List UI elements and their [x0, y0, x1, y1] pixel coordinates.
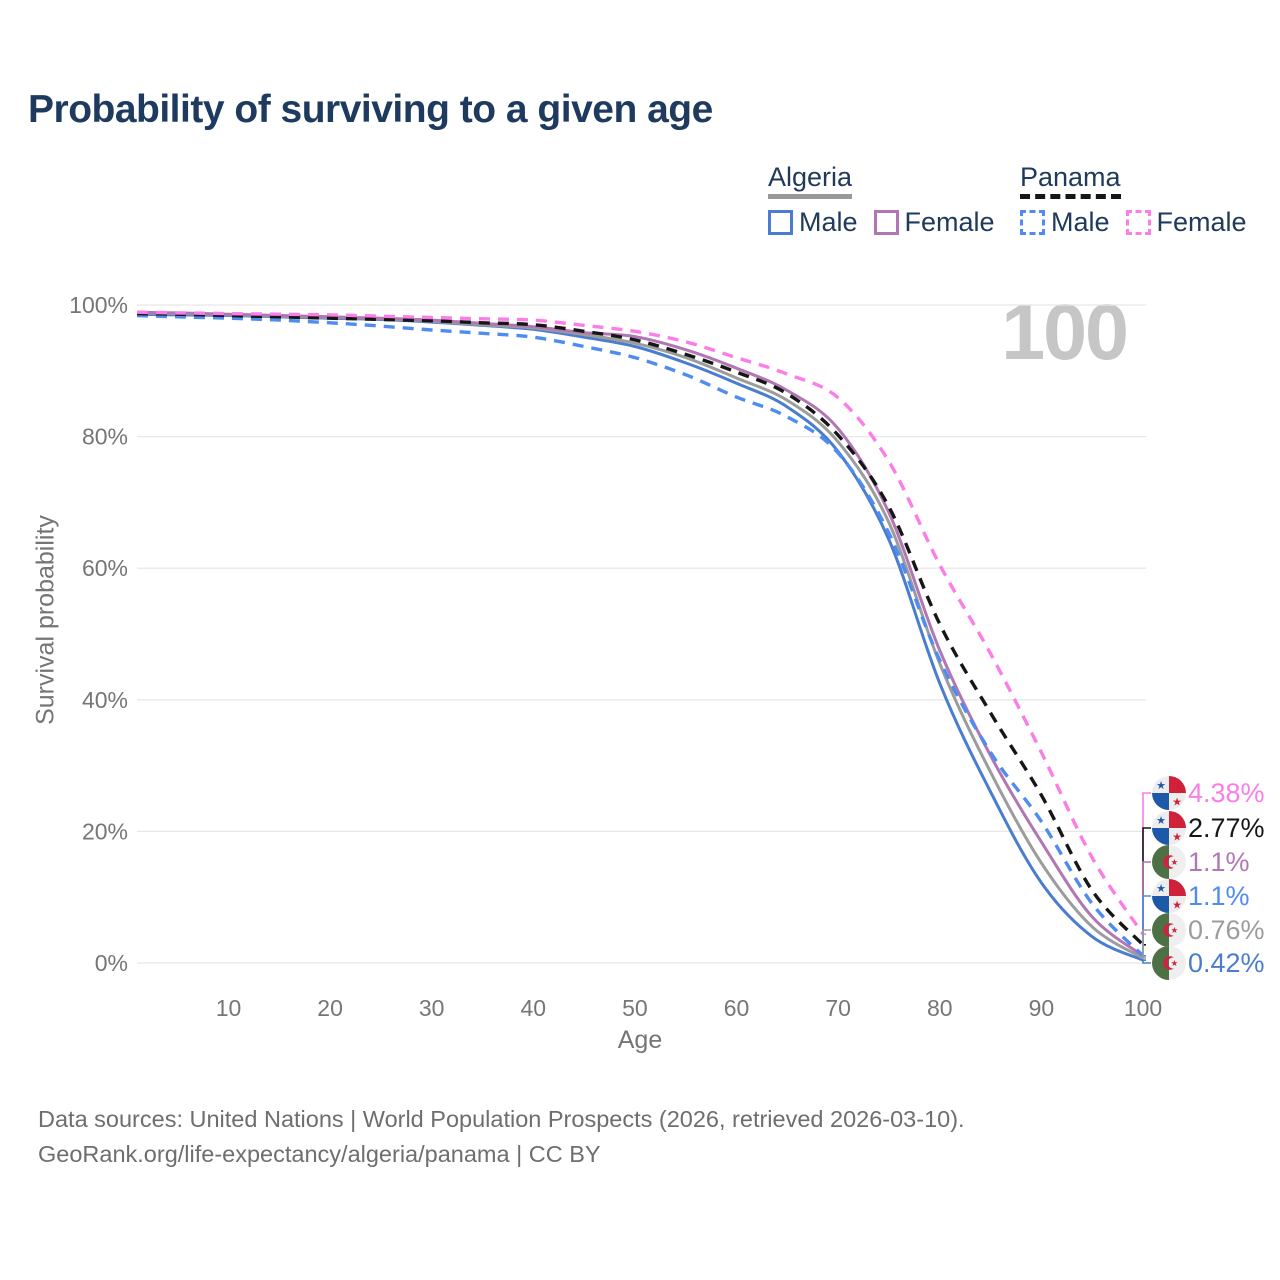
x-tick-label: 90 [1029, 995, 1055, 1021]
curve-panama [136, 311, 1145, 946]
end-label-panama-male: 1.1% [1188, 881, 1250, 911]
algeria-flag-icon [1152, 913, 1186, 947]
curve-algeria-male [136, 312, 1144, 962]
curve-panama-female [136, 310, 1145, 936]
x-tick-label: 70 [825, 995, 851, 1021]
legend-swatch-panama-male [1020, 210, 1045, 235]
y-tick-label: 0% [95, 950, 128, 976]
curve-panama-male [136, 313, 1145, 957]
panama-flag-icon [1152, 776, 1186, 810]
y-tick-label: 80% [82, 424, 128, 450]
legend-group-algeria-header[interactable]: Algeria [768, 162, 853, 199]
legend-item-panama-female[interactable]: Female [1125, 207, 1247, 238]
footer: Data sources: United Nations | World Pop… [38, 1102, 965, 1172]
legend-group-panama: Panama Male Female [1020, 162, 1263, 238]
x-axis-title: Age [617, 1026, 663, 1054]
legend-swatch-algeria-female [873, 210, 899, 235]
legend-row-panama: Male Female [1020, 207, 1263, 238]
end-label-algeria: 0.76% [1188, 915, 1265, 945]
algeria-flag-icon [1152, 946, 1186, 980]
panama-flag-icon [1152, 879, 1186, 913]
x-tick-label: 80 [927, 995, 953, 1021]
x-tick-label: 20 [317, 995, 343, 1021]
end-label-connector-panama-female [1142, 792, 1151, 935]
end-label-connector-panama-male [1142, 895, 1151, 957]
legend-item-label: Female [904, 207, 995, 237]
legend: Algeria Male Female Panama Male [0, 162, 1280, 242]
end-label-connector-panama [1142, 827, 1151, 946]
x-tick-label: 10 [216, 995, 242, 1021]
end-label-panama: 2.77% [1188, 813, 1265, 843]
end-label-connector-algeria-female [1142, 861, 1151, 957]
legend-item-panama-male[interactable]: Male [1020, 207, 1110, 238]
x-tick-label: 60 [724, 995, 750, 1021]
y-tick-label: 40% [82, 687, 128, 713]
panama-flag-icon [1152, 811, 1186, 845]
x-tick-label: 50 [622, 995, 648, 1021]
footer-attribution: GeoRank.org/life-expectancy/algeria/pana… [38, 1141, 601, 1167]
end-label-connector-algeria [1142, 929, 1151, 959]
algeria-flag-icon [1152, 845, 1186, 879]
x-tick-label: 40 [521, 995, 547, 1021]
curve-algeria [136, 311, 1144, 960]
end-label-panama-female: 4.38% [1188, 778, 1265, 808]
x-tick-label: 100 [1124, 995, 1162, 1021]
legend-row-algeria: Male Female [768, 207, 1011, 238]
end-label-algeria-male: 0.42% [1188, 948, 1265, 978]
legend-item-label: Male [1051, 207, 1110, 237]
end-label-algeria-female: 1.1% [1188, 847, 1250, 877]
y-tick-label: 60% [82, 555, 128, 581]
page-title: Probability of surviving to a given age [28, 88, 713, 131]
legend-item-label: Female [1156, 207, 1247, 237]
legend-item-label: Male [799, 207, 858, 237]
y-tick-label: 100% [69, 292, 128, 318]
legend-item-algeria-female[interactable]: Female [873, 207, 995, 238]
footer-data-sources: Data sources: United Nations | World Pop… [38, 1106, 965, 1132]
legend-swatch-algeria-male [768, 210, 793, 235]
legend-swatch-panama-female [1125, 210, 1151, 235]
legend-group-panama-header[interactable]: Panama [1020, 162, 1121, 199]
curve-algeria-female [136, 310, 1144, 958]
y-axis-title: Survival probability [31, 515, 60, 725]
y-tick-label: 20% [82, 818, 128, 844]
x-tick-label: 30 [419, 995, 445, 1021]
legend-group-algeria: Algeria Male Female [768, 162, 1011, 238]
legend-item-algeria-male[interactable]: Male [768, 207, 858, 238]
end-label-connector-algeria-male [1142, 959, 1151, 964]
